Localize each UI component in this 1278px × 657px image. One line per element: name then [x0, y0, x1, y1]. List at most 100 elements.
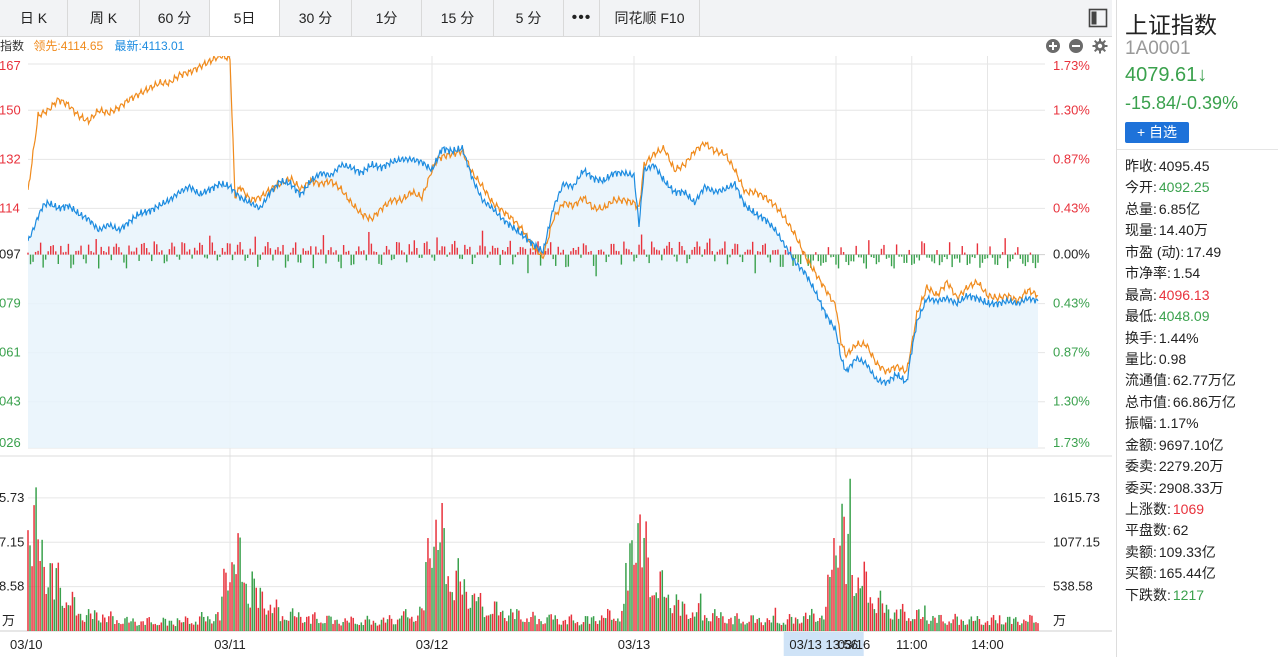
volume-bars	[27, 478, 1039, 631]
price-tick-left: 079	[0, 296, 21, 311]
tab-5[interactable]: 1分	[352, 0, 422, 36]
add-watchlist-button[interactable]: + 自选	[1125, 122, 1189, 143]
x-tick-label: 03/10	[10, 637, 43, 652]
stat-value: 4096.13	[1158, 286, 1210, 303]
price-tick-right: 1.73%	[1053, 435, 1090, 450]
zoom-in-icon[interactable]	[1045, 38, 1061, 54]
price-tick-right: 1.30%	[1053, 102, 1090, 117]
stat-value: 165.44亿	[1158, 565, 1216, 582]
stat-value: 14.40万	[1158, 222, 1208, 239]
stat-value: 1217	[1172, 586, 1205, 603]
price-tick-left: 043	[0, 394, 21, 409]
tab-9[interactable]: 同花顺 F10	[600, 0, 700, 36]
volume-tick-left: 万	[2, 613, 15, 628]
stat-value: 1.17%	[1158, 415, 1199, 432]
stock-code: 1A0001	[1125, 38, 1191, 59]
x-tick-label: 11:00	[896, 637, 928, 652]
volume-tick-right: 1615.73	[1053, 490, 1100, 505]
stock-price: 4079.61↓	[1125, 64, 1207, 87]
zoom-out-icon[interactable]	[1068, 38, 1084, 54]
stat-label: 委卖:	[1125, 458, 1157, 475]
stat-label: 总市值:	[1125, 393, 1171, 410]
stat-label: 下跌数:	[1125, 586, 1171, 603]
stat-label: 现量:	[1125, 222, 1157, 239]
x-tick-label: 03/13	[618, 637, 651, 652]
stat-value: 2279.20万	[1158, 458, 1224, 475]
price-tick-right: 0.43%	[1053, 200, 1090, 215]
stat-row: 流通值: 62.77万亿	[1125, 370, 1236, 391]
price-line-group	[28, 145, 1039, 386]
stat-label: 流通值:	[1125, 372, 1171, 389]
intraday-chart[interactable]: 167 150 132 114 097 079 061 043 026 1.73% 1.30% 0.8…	[0, 56, 1112, 657]
quote-panel: 上证指数 1A0001 4079.61↓ -15.84/-0.39% + 自选 …	[1116, 0, 1278, 657]
price-value: 4079.61	[1125, 64, 1198, 86]
price-tick-right: 0.43%	[1053, 296, 1090, 311]
stat-row: 卖额: 109.33亿	[1125, 542, 1236, 563]
tab-2[interactable]: 60 分	[140, 0, 210, 36]
stat-row: 今开: 4092.25	[1125, 177, 1236, 198]
stat-value: 1.44%	[1158, 329, 1199, 346]
tab-0[interactable]: 日 K	[0, 0, 68, 36]
stat-value: 6.85亿	[1158, 200, 1201, 217]
tab-6[interactable]: 15 分	[422, 0, 494, 36]
stats-list: 昨收: 4095.45 今开: 4092.25 总量: 6.85亿 现量: 14.40万 市盈 …	[1125, 156, 1236, 606]
price-line	[28, 145, 1039, 386]
tab-8[interactable]: •••	[564, 0, 600, 36]
divider	[1117, 149, 1278, 150]
stock-name: 上证指数	[1125, 12, 1217, 38]
stat-label: 金额:	[1125, 436, 1157, 453]
tab-3[interactable]: 5日	[210, 0, 280, 36]
chart-info-bar: 指数 领先:4114.65 最新:4113.01	[0, 36, 1112, 56]
stat-value: 0.98	[1158, 350, 1187, 367]
price-tick-right: 1.30%	[1053, 394, 1090, 409]
volume-tick-left: 8.58	[0, 579, 24, 594]
stat-label: 今开:	[1125, 179, 1157, 196]
tab-7[interactable]: 5 分	[494, 0, 564, 36]
crosshair-time-bg	[783, 632, 864, 656]
stat-label: 总量:	[1125, 200, 1157, 217]
stat-label: 卖额:	[1125, 543, 1157, 560]
lead-line	[28, 56, 1039, 375]
stat-row: 下跌数: 1217	[1125, 585, 1236, 606]
layout-toggle-icon[interactable]	[1088, 8, 1108, 28]
tab-4[interactable]: 30 分	[280, 0, 352, 36]
stat-value: 1069	[1172, 501, 1205, 517]
price-area-fill	[28, 145, 1038, 448]
price-tick-right: 0.87%	[1053, 345, 1090, 360]
price-tick-left: 150	[0, 102, 21, 117]
lead-value: 领先:4114.65	[33, 39, 104, 53]
price-tick-left: 097	[0, 247, 21, 262]
stat-row: 委买: 2908.33万	[1125, 478, 1236, 499]
stat-value: 62.77万亿	[1172, 372, 1236, 389]
volume-tick-left: 7.15	[0, 534, 24, 549]
stat-row: 昨收: 4095.45	[1125, 156, 1236, 177]
stat-label: 最高:	[1125, 286, 1157, 303]
settings-gear-icon[interactable]	[1092, 38, 1108, 54]
price-tick-left: 061	[0, 345, 21, 360]
volume-tick-right: 万	[1053, 613, 1066, 628]
stat-row: 现量: 14.40万	[1125, 220, 1236, 241]
stat-label: 振幅:	[1125, 415, 1157, 432]
volume-tick-left: 5.73	[0, 490, 24, 505]
volume-tick-right: 1077.15	[1053, 534, 1100, 549]
crosshair-time-label: 03/13 13:56	[789, 637, 858, 652]
stat-value: 17.49	[1186, 243, 1222, 260]
stat-value: 2908.33万	[1158, 479, 1224, 496]
price-tick-left: 114	[0, 200, 20, 215]
stat-row: 换手: 1.44%	[1125, 328, 1236, 349]
stat-row: 买额: 165.44亿	[1125, 563, 1236, 584]
x-tick-label: 03/16	[838, 637, 871, 652]
stat-label: 委买:	[1125, 479, 1157, 496]
stat-value: 1.54	[1172, 265, 1201, 282]
tab-1[interactable]: 周 K	[68, 0, 140, 36]
price-tick-right: 0.00%	[1053, 247, 1090, 262]
stat-value: 62	[1172, 522, 1189, 539]
volume-tick-right: 538.58	[1053, 579, 1093, 594]
price-tick-right: 1.73%	[1053, 58, 1090, 73]
stat-value: 66.86万亿	[1172, 393, 1236, 410]
stat-row: 委卖: 2279.20万	[1125, 456, 1236, 477]
price-tick-left: 026	[0, 435, 21, 450]
stat-row: 最低: 4048.09	[1125, 306, 1236, 327]
stat-row: 市盈 (动): 17.49	[1125, 242, 1236, 263]
